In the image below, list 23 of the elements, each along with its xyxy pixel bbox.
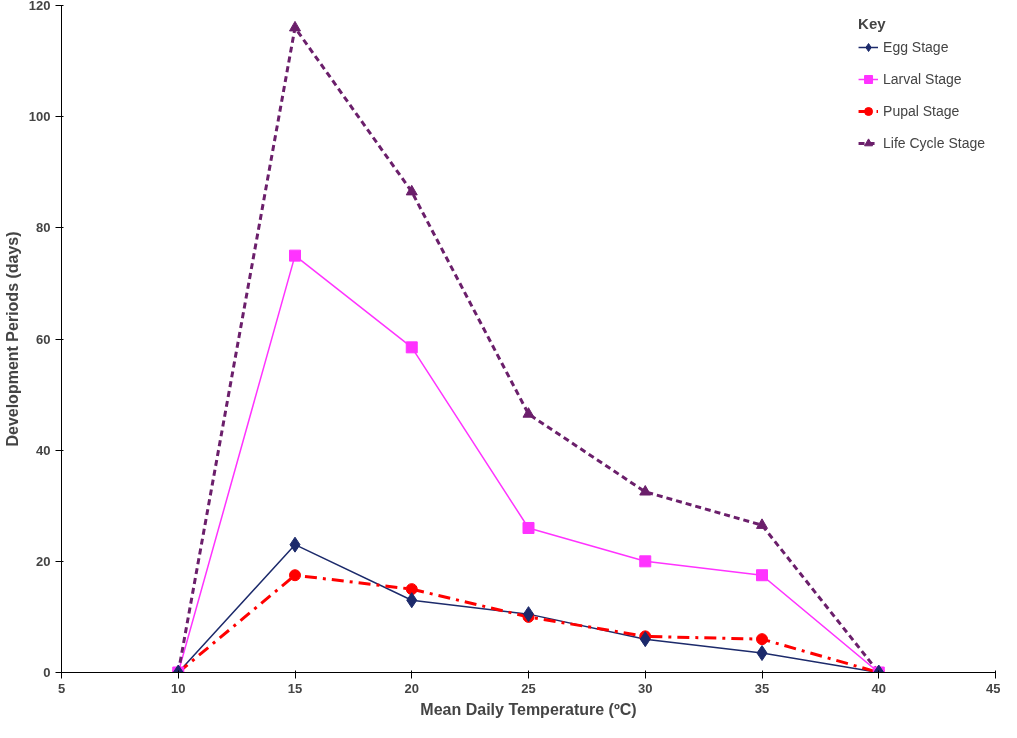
x-tick-label: 15 xyxy=(287,680,303,696)
y-tick-label: 80 xyxy=(36,220,51,236)
legend-label: Life Cycle Stage xyxy=(883,135,985,151)
y-tick-label: 40 xyxy=(36,442,51,458)
y-tick-label: 120 xyxy=(28,0,51,13)
y-tick-label: 100 xyxy=(28,109,51,125)
x-tick-label: 30 xyxy=(638,680,653,696)
legend-label: Pupal Stage xyxy=(883,103,960,119)
y-axis-title: Development Periods (days) xyxy=(3,231,21,447)
x-tick-label: 5 xyxy=(57,680,66,696)
y-tick-label: 0 xyxy=(43,665,51,680)
legend-label: Egg Stage xyxy=(883,39,949,55)
x-tick-label: 20 xyxy=(404,680,419,696)
legend-label: Larval Stage xyxy=(883,71,962,87)
x-tick-label: 25 xyxy=(521,680,536,696)
x-tick-label: 10 xyxy=(171,680,186,696)
x-tick-label: 35 xyxy=(754,680,770,696)
legend-title: Key xyxy=(858,15,887,32)
y-tick-label: 60 xyxy=(36,331,51,347)
x-tick-label: 45 xyxy=(986,680,1001,696)
x-tick-label: 40 xyxy=(871,680,886,696)
y-tick-label: 20 xyxy=(36,553,51,569)
x-axis-title: Mean Daily Temperature (ºC) xyxy=(420,700,637,718)
